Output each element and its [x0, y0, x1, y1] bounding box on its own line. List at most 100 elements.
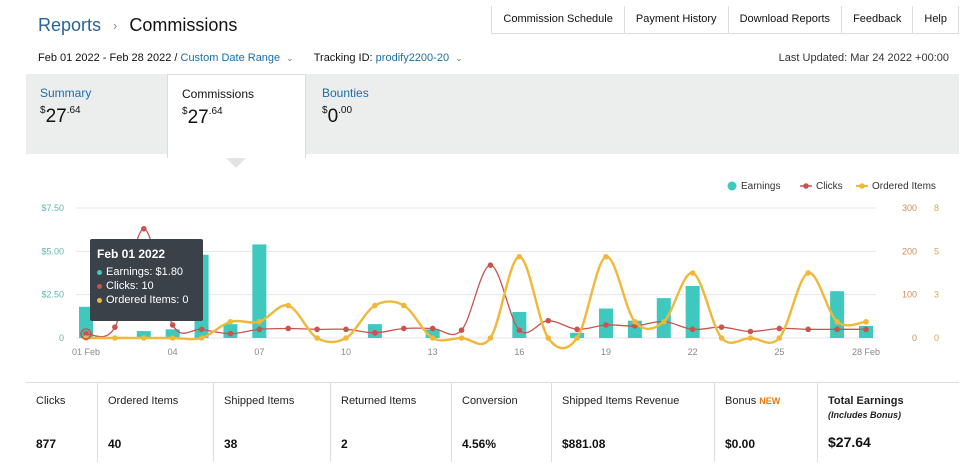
x-tick-label: 07 [254, 347, 264, 357]
tooltip-clicks: Clicks: 10 [106, 280, 154, 292]
nav-feedback[interactable]: Feedback [842, 6, 914, 33]
chart-tooltip: Feb 01 2022 Earnings: $1.80 Clicks: 10 O… [90, 239, 203, 321]
nav-commission-schedule[interactable]: Commission Schedule [492, 6, 625, 33]
tab-amount: $27.64 [182, 105, 223, 128]
ordered-items-point [169, 335, 176, 341]
commissions-report: Reports › Commissions Commission Schedul… [26, 6, 959, 462]
stat-shipped-revenue: Shipped Items Revenue $881.08 [552, 383, 715, 462]
clicks-point [718, 324, 725, 330]
ordered-items-point [400, 302, 407, 309]
stat-label: Returned Items [341, 395, 417, 407]
clicks-point [400, 325, 407, 332]
chevron-down-icon[interactable]: ⌄ [455, 52, 463, 63]
breadcrumb-chevron-icon: › [113, 18, 118, 33]
stat-value: $0.00 [725, 437, 756, 451]
clicks-point [429, 325, 436, 332]
clicks-point [343, 326, 349, 333]
legend-clicks-label: Clicks [816, 181, 843, 192]
ordered-items-point [689, 270, 696, 276]
y-right-clicks-tick-label: 300 [902, 203, 917, 213]
tab-amount: $27.64 [40, 104, 81, 127]
tab-summary[interactable]: Summary $27.64 [26, 74, 105, 158]
stat-value: 40 [108, 437, 122, 451]
commissions-chart[interactable]: $7.50 300 8$5.00 200 5$2.50 100 30 0 001 Feb 04 07… [26, 166, 959, 378]
ordered-items-point [343, 335, 349, 341]
nav-payment-history[interactable]: Payment History [625, 6, 729, 33]
x-tick-label: 19 [601, 347, 611, 357]
clicks-point [487, 262, 494, 268]
x-tick-label: 28 Feb [852, 347, 880, 357]
x-tick-label: 13 [428, 347, 438, 357]
stat-value: $881.08 [562, 437, 606, 451]
x-tick-label: 01 Feb [72, 347, 100, 357]
stat-label: Conversion [462, 395, 518, 407]
stat-sublabel: (Includes Bonus) [828, 410, 902, 420]
x-tick-label: 22 [688, 347, 698, 357]
ordered-items-point [314, 335, 320, 341]
stat-returned-items: Returned Items 2 [331, 383, 452, 462]
clicks-point [83, 330, 89, 337]
tab-bounties[interactable]: Bounties $0.00 [308, 74, 383, 158]
nav-help[interactable]: Help [913, 6, 959, 33]
nav-download-reports[interactable]: Download Reports [729, 6, 843, 33]
tab-label: Summary [40, 86, 92, 100]
legend-earnings-swatch [727, 181, 737, 191]
ordered-items-point [632, 318, 638, 325]
clicks-point [372, 330, 378, 336]
clicks-point [863, 326, 869, 333]
top-nav: Commission Schedule Payment History Down… [491, 6, 959, 34]
clicks-point [112, 324, 118, 330]
stat-clicks: Clicks 877 [26, 383, 98, 462]
tab-label: Bounties [322, 86, 369, 100]
y-left-tick-label: $7.50 [41, 203, 64, 213]
x-tick-label: 10 [341, 347, 351, 357]
legend-ordered-swatch [859, 183, 865, 189]
ordered-items-point [834, 318, 840, 325]
clicks-point [516, 327, 523, 333]
tabs-band: Summary $27.64 Commissions $27.64 Bounti… [26, 74, 959, 158]
chevron-down-icon[interactable]: ⌄ [286, 52, 294, 63]
x-tick-label: 16 [514, 347, 524, 357]
y-right-clicks-tick-label: 0 [912, 333, 917, 343]
y-left-tick-label: 0 [59, 333, 64, 343]
clicks-point [747, 328, 754, 335]
clicks-point [805, 326, 812, 333]
ordered-items-point [429, 335, 436, 341]
breadcrumb-reports-link[interactable]: Reports [38, 15, 102, 35]
tracking-id-dropdown[interactable]: prodify2200-20 [375, 52, 450, 64]
tooltip-earnings: Earnings: $1.80 [106, 266, 184, 278]
earnings-bar [136, 331, 151, 338]
active-tab-pointer [226, 158, 246, 168]
hover-marker [80, 328, 92, 340]
clicks-point [198, 326, 205, 333]
stat-label: Clicks [36, 395, 66, 407]
tab-commissions[interactable]: Commissions $27.64 [167, 74, 306, 158]
legend-earnings-label: Earnings [741, 181, 780, 192]
ordered-items-point [227, 318, 234, 325]
ordered-items-point [603, 253, 609, 260]
custom-date-range-dropdown[interactable]: Custom Date Range [180, 52, 281, 64]
new-badge: NEW [759, 396, 781, 406]
ordered-items-point [516, 253, 523, 260]
clicks-point [458, 327, 465, 333]
clicks-point [169, 322, 176, 328]
filter-row: Feb 01 2022 - Feb 28 2022 / Custom Date … [38, 52, 463, 64]
ordered-items-point [863, 318, 869, 325]
ordered-items-point [256, 318, 263, 325]
ordered-items-point [458, 335, 465, 341]
stat-ordered-items: Ordered Items 40 [98, 383, 214, 462]
clicks-point [834, 326, 840, 333]
earnings-bar [685, 286, 700, 338]
ordered-items-point [718, 335, 725, 341]
stat-value: 38 [224, 437, 238, 451]
clicks-point [227, 330, 234, 337]
tab-label: Commissions [182, 87, 255, 101]
tracking-id-label: Tracking ID: [313, 52, 373, 64]
ordered-items-point [285, 302, 292, 309]
legend-ordered-label: Ordered Items [872, 181, 936, 192]
y-left-tick-label: $2.50 [41, 290, 64, 300]
stat-value: 877 [36, 437, 57, 451]
earnings-bar [252, 244, 267, 338]
stat-label: Bonus NEW [725, 395, 781, 407]
stat-total-earnings: Total Earnings (Includes Bonus) $27.64 [818, 383, 959, 462]
